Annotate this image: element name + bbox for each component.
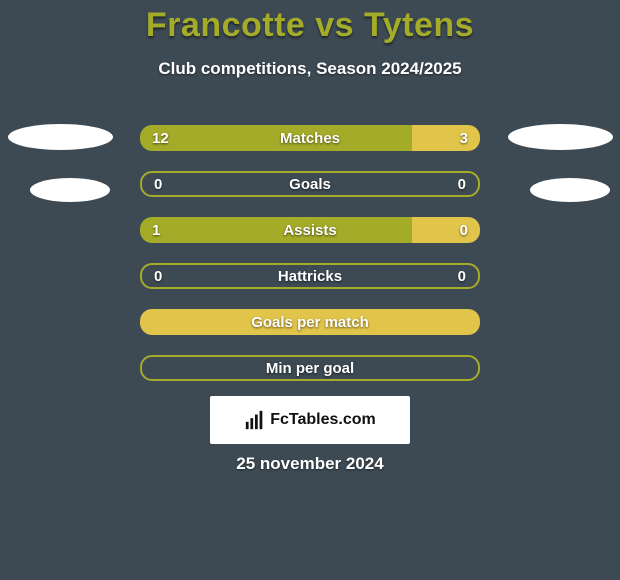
stat-row: Min per goal: [140, 355, 480, 381]
stat-row: Goals0 0: [140, 171, 480, 197]
team-logo-placeholder: [8, 124, 113, 150]
team-logo-placeholder: [30, 178, 110, 202]
stat-right-value: 0: [458, 265, 466, 287]
team-logo-placeholder: [508, 124, 613, 150]
team-logo-placeholder: [530, 178, 610, 202]
stat-row: Matches123: [140, 125, 480, 151]
date-label: 25 november 2024: [0, 454, 620, 474]
page-subtitle: Club competitions, Season 2024/2025: [0, 59, 620, 79]
stat-row: Hattricks0 0: [140, 263, 480, 289]
logo-text: FcTables.com: [270, 411, 376, 429]
stat-left-value: 0: [154, 265, 162, 287]
fctables-logo: FcTables.com: [210, 396, 410, 444]
stat-label: Hattricks: [142, 265, 478, 287]
stats-container: Matches123Goals00Assists10Hattricks00Goa…: [140, 125, 480, 401]
stat-row: Assists10: [140, 217, 480, 243]
bar-chart-icon: [244, 409, 266, 431]
stat-label: Goals: [142, 173, 478, 195]
stat-row: Goals per match: [140, 309, 480, 335]
stat-left-value: 0: [154, 173, 162, 195]
stat-label: Min per goal: [142, 357, 478, 379]
stat-right-value: 0: [458, 173, 466, 195]
page-title: Francotte vs Tytens: [0, 6, 620, 45]
stat-label: Goals per match: [140, 309, 480, 335]
